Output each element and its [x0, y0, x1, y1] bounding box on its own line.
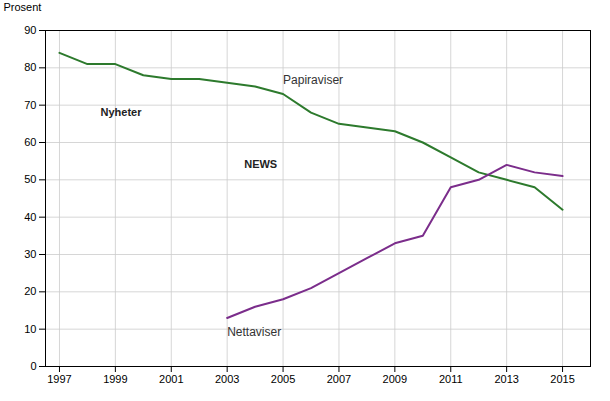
svg-text:Prosent: Prosent [4, 1, 42, 13]
svg-text:40: 40 [24, 211, 36, 223]
svg-text:2003: 2003 [215, 373, 239, 385]
svg-text:10: 10 [24, 323, 36, 335]
svg-text:2015: 2015 [550, 373, 574, 385]
svg-text:Papiraviser: Papiraviser [283, 73, 343, 87]
svg-text:1997: 1997 [47, 373, 71, 385]
svg-text:20: 20 [24, 285, 36, 297]
svg-text:50: 50 [24, 173, 36, 185]
svg-text:2013: 2013 [494, 373, 518, 385]
svg-text:90: 90 [24, 24, 36, 36]
svg-text:2011: 2011 [439, 373, 463, 385]
svg-text:1999: 1999 [103, 373, 127, 385]
svg-text:2001: 2001 [159, 373, 183, 385]
svg-text:2005: 2005 [271, 373, 295, 385]
svg-text:80: 80 [24, 61, 36, 73]
svg-text:NEWS: NEWS [244, 158, 277, 170]
svg-text:70: 70 [24, 99, 36, 111]
svg-text:Nettaviser: Nettaviser [227, 325, 281, 339]
svg-text:30: 30 [24, 248, 36, 260]
svg-text:2009: 2009 [383, 373, 407, 385]
svg-text:Nyheter: Nyheter [100, 106, 142, 118]
svg-text:60: 60 [24, 136, 36, 148]
svg-text:0: 0 [30, 360, 36, 372]
svg-text:2007: 2007 [327, 373, 351, 385]
